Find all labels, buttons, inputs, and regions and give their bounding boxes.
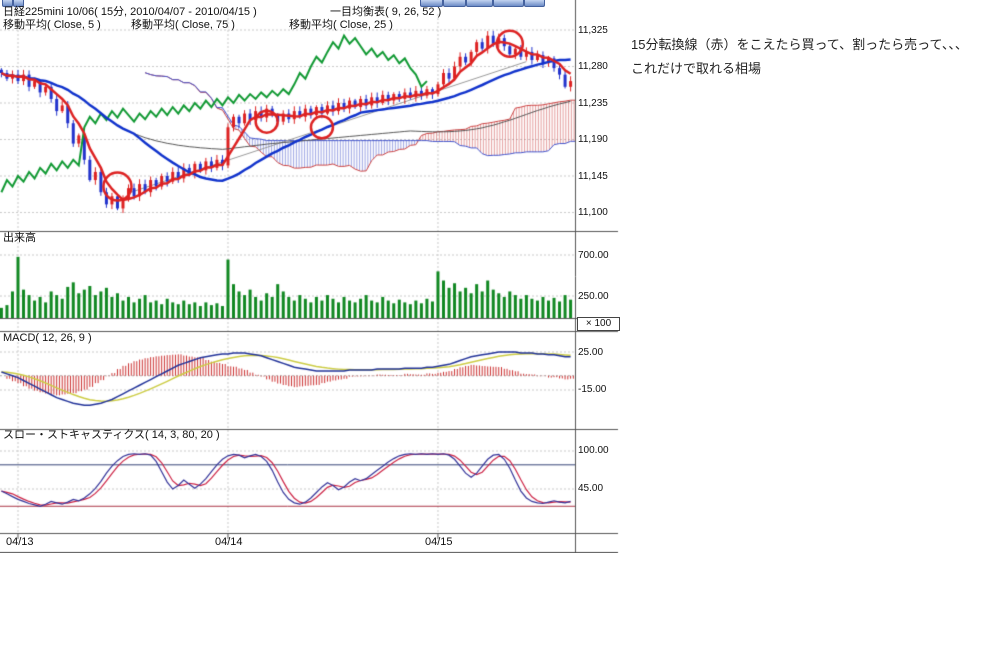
toolbar-button-fragment[interactable] [13, 0, 24, 7]
price-tick: 11,190 [578, 134, 608, 145]
annotation-note: 15分転換線（赤）をこえたら買って、割ったら売って、、、 これだけで取れる相場 [631, 33, 976, 81]
volume-tick: 250.00 [578, 291, 609, 302]
stoch-panel-label: スロー・ストキャスティクス( 14, 3, 80, 20 ) [3, 429, 220, 441]
date-label: 04/13 [6, 536, 34, 548]
stoch-tick: 45.00 [578, 483, 604, 494]
price-tick: 11,280 [578, 61, 608, 72]
toolbar-button-fragment[interactable] [493, 0, 524, 7]
price-tick: 11,100 [578, 207, 608, 218]
date-label: 04/15 [425, 536, 453, 548]
stoch-tick: 100.00 [578, 445, 609, 456]
macd-panel-label: MACD( 12, 26, 9 ) [3, 332, 92, 344]
toolbar-button-fragment[interactable] [466, 0, 493, 7]
toolbar-button-fragment[interactable] [443, 0, 466, 7]
ma25-label: 移動平均( Close, 25 ) [289, 19, 393, 31]
ichimoku-label: 一目均衡表( 9, 26, 52 ) [330, 6, 442, 18]
toolbar-button-fragment[interactable] [2, 0, 13, 7]
ma75-label: 移動平均( Close, 75 ) [131, 19, 235, 31]
toolbar-button-fragment[interactable] [420, 0, 443, 7]
chart-window: 日経225mini 10/06( 15分, 2010/04/07 - 2010/… [0, 0, 620, 553]
chart-plot-canvas[interactable] [0, 0, 620, 553]
macd-tick: 25.00 [578, 347, 604, 358]
annotation-line-1: 15分転換線（赤）をこえたら買って、割ったら売って、、、 [631, 37, 968, 52]
chart-title: 日経225mini 10/06( 15分, 2010/04/07 - 2010/… [3, 6, 257, 18]
price-tick: 11,235 [578, 98, 608, 109]
macd-tick: -15.00 [578, 384, 607, 395]
price-tick: 11,325 [578, 25, 608, 36]
volume-unit-box: × 100 [577, 317, 620, 331]
volume-panel-label: 出来高 [3, 232, 36, 244]
volume-tick: 700.00 [578, 250, 609, 261]
date-label: 04/14 [215, 536, 243, 548]
ma5-label: 移動平均( Close, 5 ) [3, 19, 101, 31]
toolbar-button-fragment[interactable] [524, 0, 545, 7]
annotation-line-2: これだけで取れる相場 [631, 61, 762, 76]
price-tick: 11,145 [578, 171, 608, 182]
